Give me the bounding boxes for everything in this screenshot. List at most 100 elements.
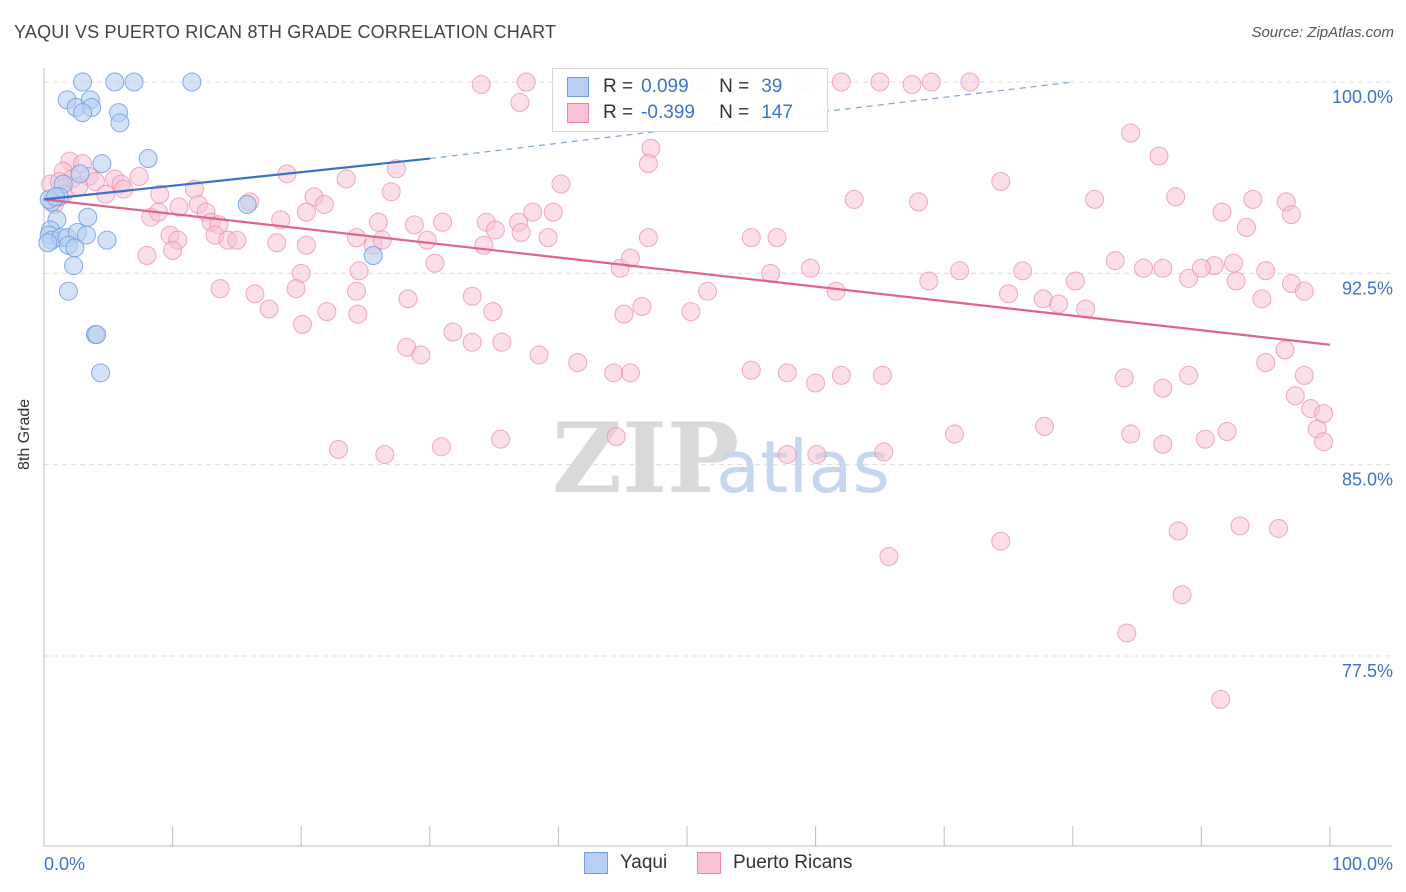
- puerto-rican-point: [483, 302, 503, 322]
- legend-item-puerto-rican[interactable]: Puerto Ricans: [697, 852, 852, 874]
- puerto-rican-points: [40, 72, 1334, 709]
- chart-title: YAQUI VS PUERTO RICAN 8TH GRADE CORRELAT…: [14, 22, 557, 42]
- puerto-rican-point: [529, 345, 549, 365]
- puerto-rican-swatch: [697, 852, 721, 874]
- puerto-rican-point: [767, 228, 787, 248]
- x-tick-label-max: 100.0%: [1332, 854, 1393, 874]
- puerto-rican-point: [1256, 261, 1276, 281]
- puerto-rican-point: [516, 72, 536, 92]
- puerto-rican-point: [831, 365, 851, 385]
- yaqui-point: [73, 72, 93, 92]
- puerto-rican-point: [826, 281, 846, 301]
- puerto-rican-point: [129, 166, 149, 186]
- puerto-rican-point: [1243, 189, 1263, 209]
- puerto-rican-point: [433, 212, 453, 232]
- puerto-rican-point: [1252, 289, 1272, 309]
- puerto-rican-point: [267, 233, 287, 253]
- puerto-rican-point: [1085, 189, 1105, 209]
- puerto-rican-point: [163, 240, 183, 260]
- puerto-rican-point: [348, 304, 368, 324]
- legend-label-puerto-rican: Puerto Ricans: [733, 852, 853, 873]
- r-value: -0.399: [641, 102, 695, 123]
- puerto-rican-point: [1168, 521, 1188, 541]
- legend-item-yaqui[interactable]: Yaqui: [584, 852, 667, 874]
- n-label: N =: [719, 102, 750, 123]
- puerto-rican-point: [1212, 202, 1232, 222]
- puerto-rican-point: [1224, 253, 1244, 273]
- y-tick-label: 85.0%: [1342, 470, 1393, 490]
- n-label: N =: [719, 76, 750, 97]
- yaqui-point: [124, 72, 144, 92]
- puerto-rican-point: [632, 296, 652, 316]
- puerto-rican-point: [1149, 146, 1169, 166]
- puerto-rican-point: [1195, 429, 1215, 449]
- puerto-rican-point: [375, 444, 395, 464]
- legend-row-puerto-rican: R = -0.399 N = 147: [567, 101, 793, 125]
- puerto-rican-point: [1065, 271, 1085, 291]
- puerto-rican-point: [1226, 271, 1246, 291]
- puerto-rican-point: [1191, 258, 1211, 278]
- puerto-rican-point: [761, 263, 781, 283]
- puerto-rican-point: [1114, 368, 1134, 388]
- puerto-rican-point: [1294, 365, 1314, 385]
- puerto-rican-point: [443, 322, 463, 342]
- r-label: R =: [603, 76, 634, 97]
- puerto-rican-point: [831, 72, 851, 92]
- watermark-atlas: atlas: [716, 425, 890, 509]
- watermark-zip: ZIP: [552, 402, 739, 515]
- puerto-rican-point: [1134, 258, 1154, 278]
- puerto-rican-swatch: [567, 103, 589, 123]
- puerto-rican-point: [336, 169, 356, 189]
- puerto-rican-point: [1013, 261, 1033, 281]
- yaqui-point: [70, 164, 90, 184]
- puerto-rican-point: [1153, 378, 1173, 398]
- yaqui-point: [87, 325, 107, 345]
- puerto-rican-point: [741, 360, 761, 380]
- puerto-rican-point: [999, 284, 1018, 304]
- puerto-rican-point: [538, 228, 558, 248]
- puerto-rican-point: [806, 373, 826, 393]
- puerto-rican-point: [1172, 585, 1192, 605]
- puerto-rican-point: [870, 72, 890, 92]
- puerto-rican-point: [511, 223, 531, 243]
- puerto-rican-point: [807, 444, 827, 464]
- puerto-rican-point: [386, 159, 406, 179]
- yaqui-point: [363, 245, 383, 265]
- legend-label-yaqui: Yaqui: [620, 852, 668, 873]
- n-value: 39: [761, 76, 783, 97]
- puerto-rican-point: [1230, 516, 1250, 536]
- puerto-rican-point: [471, 75, 491, 95]
- yaqui-points: [38, 72, 383, 383]
- puerto-rican-point: [741, 228, 761, 248]
- puerto-rican-point: [1256, 353, 1276, 373]
- puerto-rican-point: [1153, 258, 1173, 278]
- puerto-rican-point: [245, 284, 265, 304]
- n-value: 147: [761, 102, 793, 123]
- puerto-rican-point: [991, 531, 1011, 551]
- puerto-rican-point: [620, 363, 640, 383]
- correlation-legend: R = 0.099 N = 39 R = -0.399 N = 147: [552, 68, 828, 132]
- puerto-rican-point: [620, 248, 640, 268]
- puerto-rican-point: [296, 202, 316, 222]
- puerto-rican-point: [417, 230, 437, 250]
- puerto-rican-point: [491, 429, 511, 449]
- puerto-rican-point: [908, 192, 928, 212]
- puerto-rican-point: [681, 302, 701, 322]
- puerto-rican-point: [349, 261, 369, 281]
- yaqui-point: [182, 72, 202, 92]
- legend-row-yaqui: R = 0.099 N = 39: [567, 75, 782, 99]
- x-tick-label-min: 0.0%: [44, 854, 85, 874]
- puerto-rican-point: [960, 72, 980, 92]
- puerto-rican-point: [777, 444, 797, 464]
- yaqui-point: [105, 72, 125, 92]
- puerto-rican-point: [462, 286, 482, 306]
- tick-labels: 100.0% 92.5% 85.0% 77.5% 0.0% 100.0%: [44, 87, 1393, 874]
- puerto-rican-point: [1179, 268, 1199, 288]
- yaqui-trend-line: [43, 157, 430, 201]
- yaqui-point: [237, 194, 257, 214]
- puerto-rican-point: [1049, 294, 1069, 314]
- puerto-rican-point: [368, 212, 388, 232]
- puerto-rican-point: [800, 258, 820, 278]
- yaqui-point: [91, 363, 111, 383]
